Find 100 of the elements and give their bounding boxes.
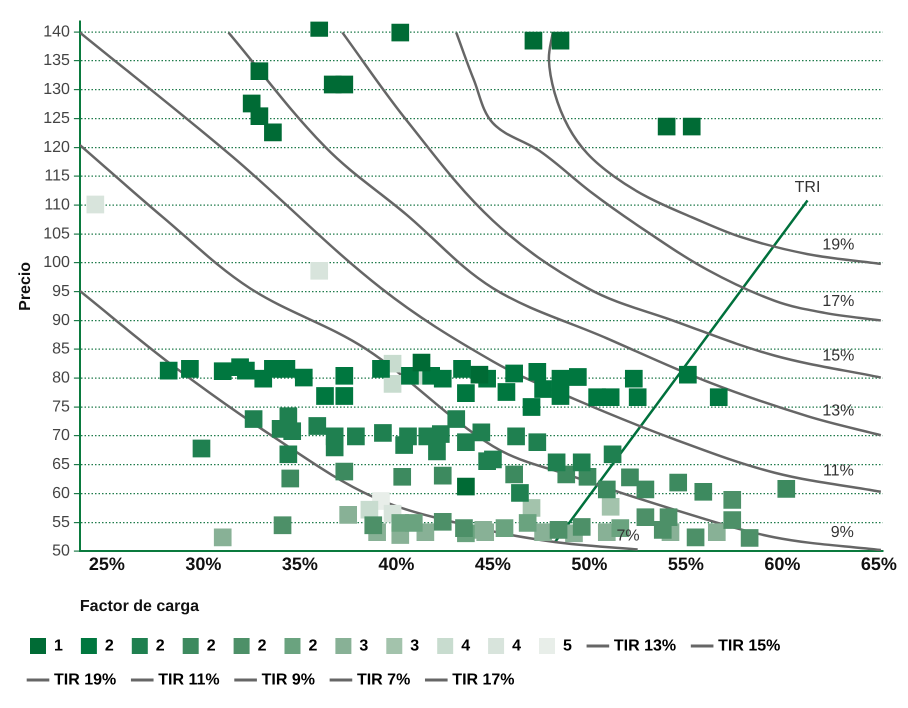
point [624,370,643,388]
x-tick-label: 25% [88,554,125,574]
point [457,478,475,496]
point [658,118,676,136]
annotation: 11% [822,462,854,480]
point [621,468,639,486]
point [294,368,313,386]
legend-label: TIR 19% [54,671,116,688]
legend-label: 3 [410,637,420,654]
annotation: 19% [822,236,854,254]
point [310,262,328,280]
point [552,387,570,405]
point [264,124,282,142]
point [636,480,654,498]
point [160,362,178,380]
point [192,440,210,458]
point [434,370,452,388]
point [682,118,701,136]
point [777,480,796,498]
x-tick-label: 35% [282,554,318,574]
point [335,387,354,405]
y-tick-label: 120 [43,138,70,156]
point [372,360,390,378]
point [511,484,529,502]
point [86,196,104,214]
point [602,498,620,516]
legend-label: TIR 7% [356,671,410,688]
point [552,32,570,50]
point [524,32,542,50]
point [278,360,296,378]
point [548,454,566,472]
line-series [80,31,882,494]
point [550,521,568,539]
line-series [548,31,882,266]
point [214,528,232,546]
point [434,512,452,531]
y-tick-label: 70 [52,427,70,444]
point [181,360,199,378]
legend-label: TIR 9% [262,671,315,688]
y-tick-label: 95 [52,283,70,300]
legend-label: 4 [461,637,470,654]
y-tick-label: 80 [52,370,70,387]
point [534,380,552,398]
point [447,410,466,428]
point [518,514,536,532]
x-tick-label: 65% [860,554,897,574]
point [654,521,672,539]
point [496,519,514,537]
point [569,368,587,386]
legend-label: 2 [308,637,318,654]
line-series [80,290,639,551]
x-axis-title: Factor de carga [80,598,200,615]
point [384,375,402,393]
y-tick-label: 90 [52,312,70,329]
point [404,514,423,532]
point [457,384,475,402]
point [484,450,502,468]
y-tick-label: 85 [52,340,70,358]
point [457,433,475,452]
point [214,362,232,380]
legend-label: 2 [104,637,114,654]
legend-label: 4 [512,637,522,654]
y-tick-label: 55 [52,514,70,531]
point [453,360,471,378]
point [339,506,358,524]
point [308,417,326,435]
legend-label: 2 [206,637,216,654]
y-tick-label: 135 [43,52,70,70]
point [528,362,546,381]
y-tick-label: 75 [52,398,70,416]
y-tick-label: 60 [52,484,70,502]
point [710,388,728,406]
annotation: 15% [822,347,854,364]
point [335,76,354,94]
point [280,445,298,464]
point [740,529,758,547]
line-series [341,31,882,379]
point [572,454,591,472]
point [401,366,419,385]
line-series [455,31,882,322]
point [507,428,525,446]
legend-label: 1 [54,637,63,654]
point [326,438,344,456]
point [679,366,697,384]
point [434,466,452,484]
point [505,364,523,382]
line-series [227,31,882,436]
annotation: 17% [822,293,854,310]
point [686,528,704,546]
point [250,62,268,80]
annotation: 9% [830,524,854,541]
y-tick-label: 125 [43,110,70,127]
point [283,422,302,440]
point [498,383,516,401]
point [335,366,354,385]
y-tick-label: 130 [43,81,70,98]
point [428,442,446,460]
point [723,511,742,529]
y-axis-title: Precio [17,262,34,311]
x-tick-label: 30% [185,554,222,574]
